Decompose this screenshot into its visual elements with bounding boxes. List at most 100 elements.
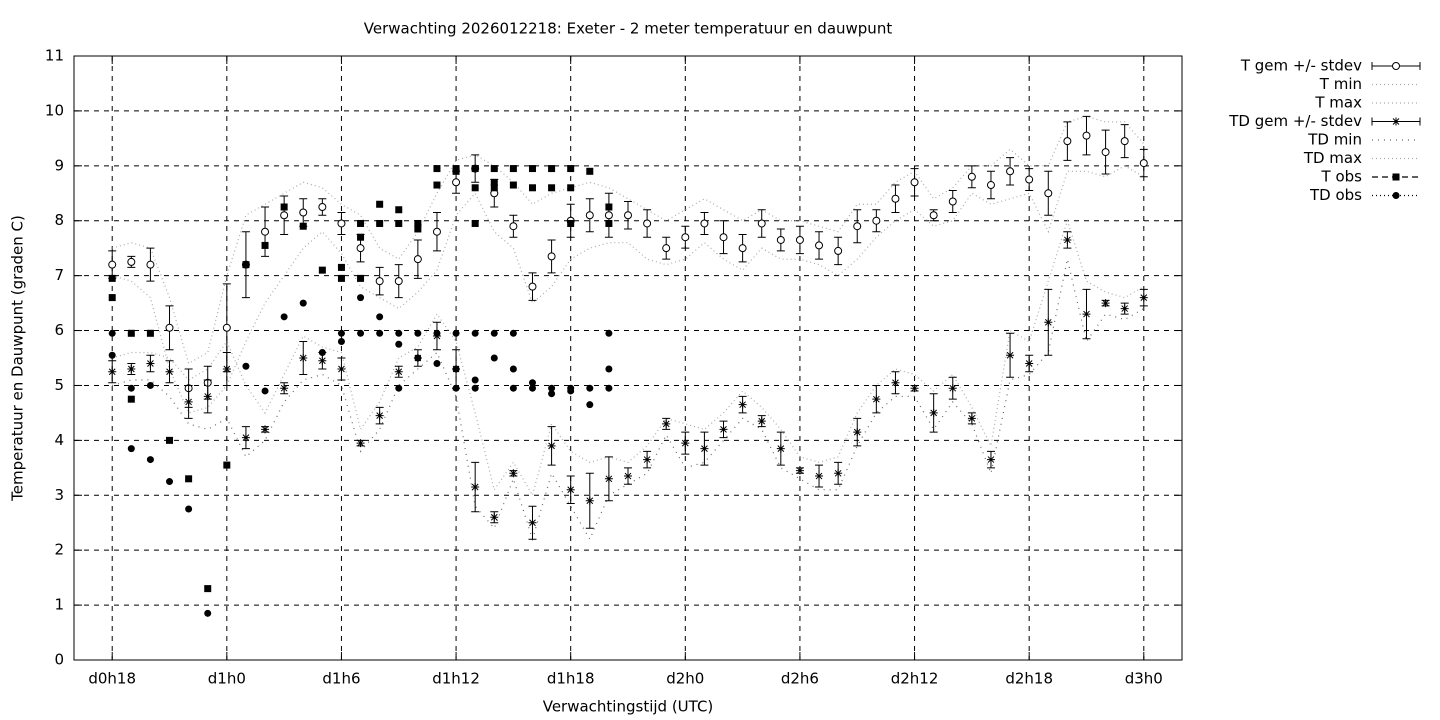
point xyxy=(1044,318,1053,327)
x-tick-label: d3h0 xyxy=(1125,670,1163,688)
point xyxy=(490,184,498,192)
point xyxy=(509,222,518,231)
point xyxy=(414,329,422,337)
point xyxy=(872,395,881,404)
point xyxy=(184,397,193,406)
point xyxy=(528,165,536,173)
point xyxy=(948,197,957,206)
y-tick-label: 6 xyxy=(54,321,64,339)
point xyxy=(986,455,995,464)
point xyxy=(681,233,690,242)
point xyxy=(1063,137,1072,146)
legend-label: TD obs xyxy=(1309,186,1362,204)
point xyxy=(547,441,556,450)
point xyxy=(414,354,422,362)
legend-marker xyxy=(1392,117,1400,126)
point xyxy=(433,329,441,337)
y-tick-label: 4 xyxy=(54,431,64,449)
point xyxy=(146,381,154,389)
point xyxy=(643,455,652,464)
point xyxy=(624,472,632,481)
point xyxy=(127,395,135,403)
point xyxy=(395,206,403,214)
point xyxy=(146,359,155,368)
point xyxy=(337,338,345,346)
point xyxy=(586,384,594,392)
point xyxy=(795,466,804,475)
legend-marker xyxy=(1392,192,1400,199)
point xyxy=(357,219,365,227)
point xyxy=(376,219,384,227)
point xyxy=(146,260,155,269)
point xyxy=(643,219,652,228)
point xyxy=(376,313,384,321)
point xyxy=(719,233,728,242)
point xyxy=(222,364,231,373)
legend-label: T gem +/- stdev xyxy=(1240,57,1362,75)
legend-label: T obs xyxy=(1321,168,1363,186)
point xyxy=(567,387,575,395)
point xyxy=(280,384,289,393)
point xyxy=(662,244,671,253)
point xyxy=(585,211,594,220)
point xyxy=(357,329,365,337)
point xyxy=(834,469,843,478)
point xyxy=(261,227,270,236)
point xyxy=(395,384,403,392)
point xyxy=(757,417,766,426)
point xyxy=(280,313,288,321)
point xyxy=(166,436,174,444)
point xyxy=(395,340,403,348)
y-tick-label: 8 xyxy=(54,211,64,229)
y-tick-label: 3 xyxy=(54,486,64,504)
point xyxy=(299,208,308,217)
point xyxy=(471,184,479,192)
point xyxy=(242,362,250,370)
point xyxy=(185,475,193,483)
y-tick-label: 10 xyxy=(45,101,64,119)
point xyxy=(681,439,690,448)
point xyxy=(967,172,976,181)
point xyxy=(605,219,613,227)
point xyxy=(108,294,116,302)
point xyxy=(204,585,212,593)
point xyxy=(433,165,441,173)
point xyxy=(471,165,479,173)
point xyxy=(299,354,308,362)
point xyxy=(738,400,747,409)
point xyxy=(471,329,479,337)
point xyxy=(414,225,422,233)
point xyxy=(452,329,460,337)
point xyxy=(586,401,594,409)
point xyxy=(490,354,498,362)
y-tick-label: 1 xyxy=(54,596,64,614)
point xyxy=(432,227,441,236)
point xyxy=(166,478,174,486)
point xyxy=(872,216,881,225)
y-axis-label: Temperatuur en Dauwpunt (graden C) xyxy=(9,215,27,502)
point xyxy=(929,408,938,417)
point xyxy=(318,356,327,365)
point xyxy=(567,165,575,173)
y-tick-label: 5 xyxy=(54,376,64,394)
point xyxy=(127,257,136,266)
point xyxy=(566,485,575,494)
range-line xyxy=(112,218,1145,497)
point xyxy=(604,211,613,220)
point xyxy=(394,277,403,286)
point xyxy=(757,219,766,228)
point xyxy=(605,203,613,211)
point xyxy=(452,167,460,175)
point xyxy=(203,392,212,401)
point xyxy=(509,329,517,337)
point xyxy=(127,384,135,392)
point xyxy=(337,274,345,282)
legend-label: T max xyxy=(1314,94,1362,112)
legend-marker xyxy=(1392,62,1400,70)
point xyxy=(376,200,384,208)
plot-border xyxy=(73,55,1183,661)
point xyxy=(356,439,365,448)
y-tick-label: 7 xyxy=(54,266,64,284)
point xyxy=(528,384,536,392)
point xyxy=(548,384,556,392)
